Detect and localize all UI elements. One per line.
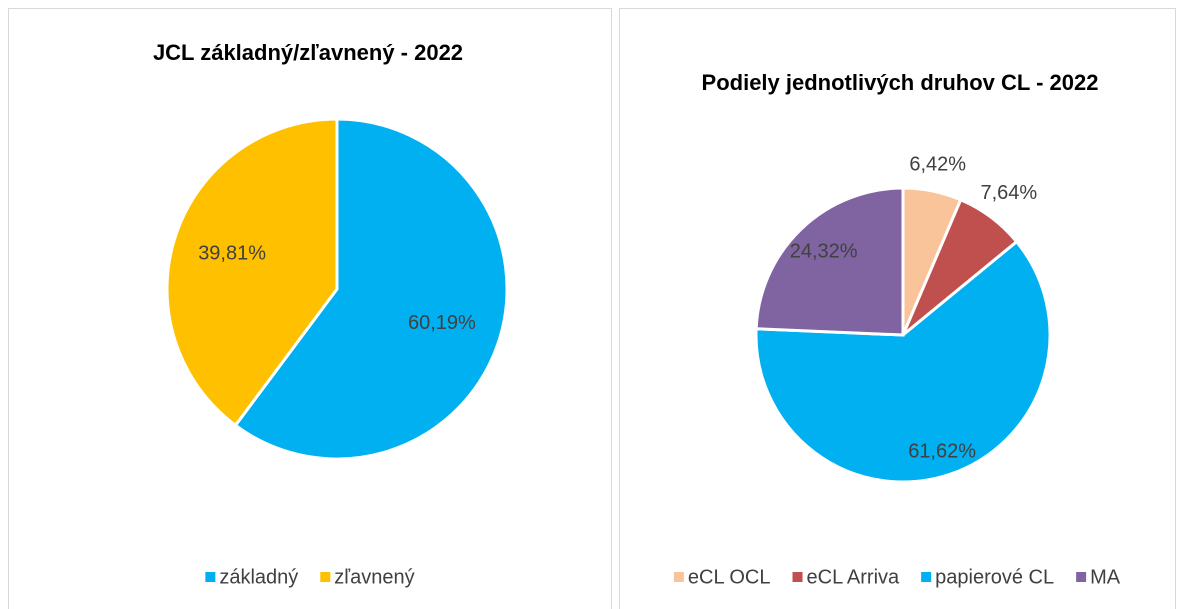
pie-slice xyxy=(165,117,339,428)
legend-swatch xyxy=(921,572,932,582)
legend-swatch xyxy=(205,572,216,582)
data-label: 24,32% xyxy=(790,240,858,262)
legend-swatch xyxy=(673,572,684,582)
pie-slice xyxy=(754,239,1052,484)
legend-label: základný xyxy=(219,566,298,588)
legend-label: zľavnený xyxy=(334,566,414,588)
legend-label: eCL Arriva xyxy=(807,566,901,588)
data-label: 6,42% xyxy=(909,153,966,175)
data-label: 60,19% xyxy=(408,312,476,334)
pie-slice xyxy=(233,117,509,461)
legend-label: MA xyxy=(1090,566,1121,588)
data-label: 7,64% xyxy=(980,182,1037,204)
chart-title: JCL základný/zľavnený - 2022 xyxy=(152,40,464,65)
pie-slice xyxy=(754,186,905,337)
chart-title: Podiely jednotlivých druhov CL - 2022 xyxy=(701,70,1099,95)
legend-label: eCL OCL xyxy=(688,566,771,588)
legend-swatch xyxy=(792,572,803,582)
legend-swatch xyxy=(320,572,331,582)
legend-swatch xyxy=(1076,572,1087,582)
data-label: 39,81% xyxy=(198,243,266,265)
legend-label: papierové CL xyxy=(935,566,1054,588)
data-label: 61,62% xyxy=(908,440,976,462)
